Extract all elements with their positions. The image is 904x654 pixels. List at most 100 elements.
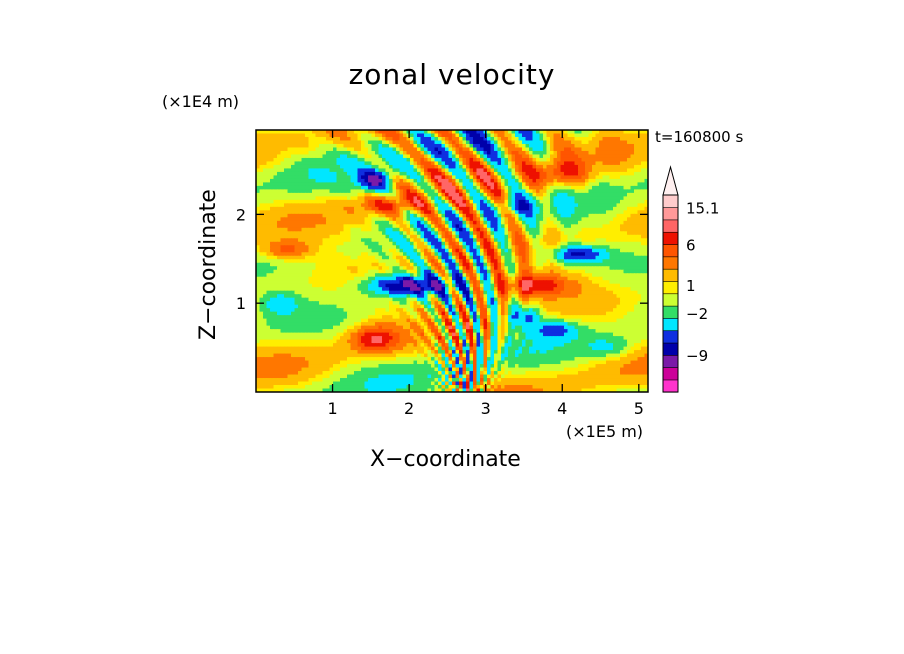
field-cell: [347, 248, 352, 253]
field-cell: [609, 245, 614, 250]
field-cell: [620, 175, 625, 180]
field-cell: [546, 178, 551, 183]
field-cell: [504, 245, 509, 250]
field-cell: [553, 238, 558, 243]
field-cell: [536, 178, 541, 183]
field-cell: [266, 192, 271, 197]
field-cell: [375, 203, 380, 208]
field-cell: [361, 199, 366, 204]
field-cell: [287, 140, 292, 145]
field-cell: [585, 255, 590, 260]
field-cell: [336, 283, 341, 288]
field-cell: [308, 171, 313, 177]
field-cell: [564, 245, 569, 250]
field-cell: [315, 210, 320, 215]
field-cell: [536, 280, 541, 285]
field-cell: [466, 143, 471, 149]
field-cell: [368, 203, 373, 208]
field-cell: [536, 224, 541, 229]
field-cell: [354, 143, 359, 149]
field-cell: [462, 196, 467, 201]
field-cell: [469, 147, 474, 152]
field-cell: [571, 140, 576, 145]
field-cell: [294, 150, 299, 156]
field-cell: [385, 168, 390, 173]
field-cell: [350, 280, 355, 285]
field-cell: [431, 171, 436, 177]
field-cell: [413, 210, 418, 215]
field-cell: [392, 196, 397, 201]
field-cell: [434, 157, 439, 163]
field-cell: [319, 196, 324, 201]
field-cell: [305, 199, 310, 204]
field-cell: [385, 227, 390, 232]
field-cell: [536, 269, 541, 274]
field-cell: [280, 262, 285, 267]
field-cell: [385, 210, 390, 215]
field-cell: [469, 178, 474, 183]
field-cell: [536, 161, 541, 166]
field-cell: [459, 283, 464, 288]
field-cell: [371, 164, 376, 170]
field-cell: [333, 140, 338, 145]
field-cell: [532, 130, 537, 135]
field-cell: [417, 245, 422, 250]
field-cell: [497, 224, 502, 229]
field-cell: [298, 150, 303, 156]
field-cell: [557, 231, 562, 236]
field-cell: [588, 157, 593, 163]
field-cell: [595, 213, 600, 218]
field-cell: [368, 140, 373, 145]
field-cell: [298, 136, 303, 142]
field-cell: [627, 255, 632, 260]
field-cell: [501, 161, 506, 166]
field-cell: [392, 147, 397, 152]
field-cell: [623, 199, 628, 204]
field-cell: [536, 210, 541, 215]
field-cell: [550, 255, 555, 260]
field-cell: [375, 280, 380, 285]
field-cell: [578, 262, 583, 267]
field-cell: [266, 175, 271, 180]
field-cell: [581, 189, 586, 194]
field-cell: [455, 182, 460, 187]
field-cell: [343, 269, 348, 274]
field-cell: [487, 269, 492, 274]
field-cell: [259, 199, 264, 204]
field-cell: [438, 238, 443, 243]
field-cell: [455, 175, 460, 180]
field-cell: [448, 206, 453, 211]
field-cell: [494, 150, 499, 156]
field-cell: [277, 199, 282, 204]
field-cell: [445, 224, 450, 229]
field-cell: [494, 182, 499, 187]
field-cell: [270, 224, 275, 229]
field-cell: [312, 136, 317, 142]
field-cell: [515, 203, 520, 208]
field-cell: [585, 171, 590, 177]
field-cell: [347, 217, 352, 222]
field-cell: [424, 178, 429, 183]
field-cell: [333, 161, 338, 166]
field-cell: [602, 231, 607, 236]
field-cell: [427, 175, 432, 180]
field-cell: [298, 154, 303, 159]
field-cell: [308, 199, 313, 204]
field-cell: [609, 248, 614, 253]
field-cell: [511, 196, 516, 201]
field-cell: [497, 150, 502, 156]
field-cell: [550, 210, 555, 215]
field-cell: [518, 178, 523, 183]
field-cell: [480, 168, 485, 173]
field-cell: [333, 227, 338, 232]
field-cell: [627, 164, 632, 170]
field-cell: [525, 231, 530, 236]
field-cell: [368, 280, 373, 285]
field-cell: [259, 266, 264, 271]
field-cell: [385, 245, 390, 250]
field-cell: [588, 140, 593, 145]
field-cell: [557, 266, 562, 271]
field-cell: [483, 147, 488, 152]
field-cell: [403, 154, 408, 159]
field-cell: [536, 140, 541, 145]
